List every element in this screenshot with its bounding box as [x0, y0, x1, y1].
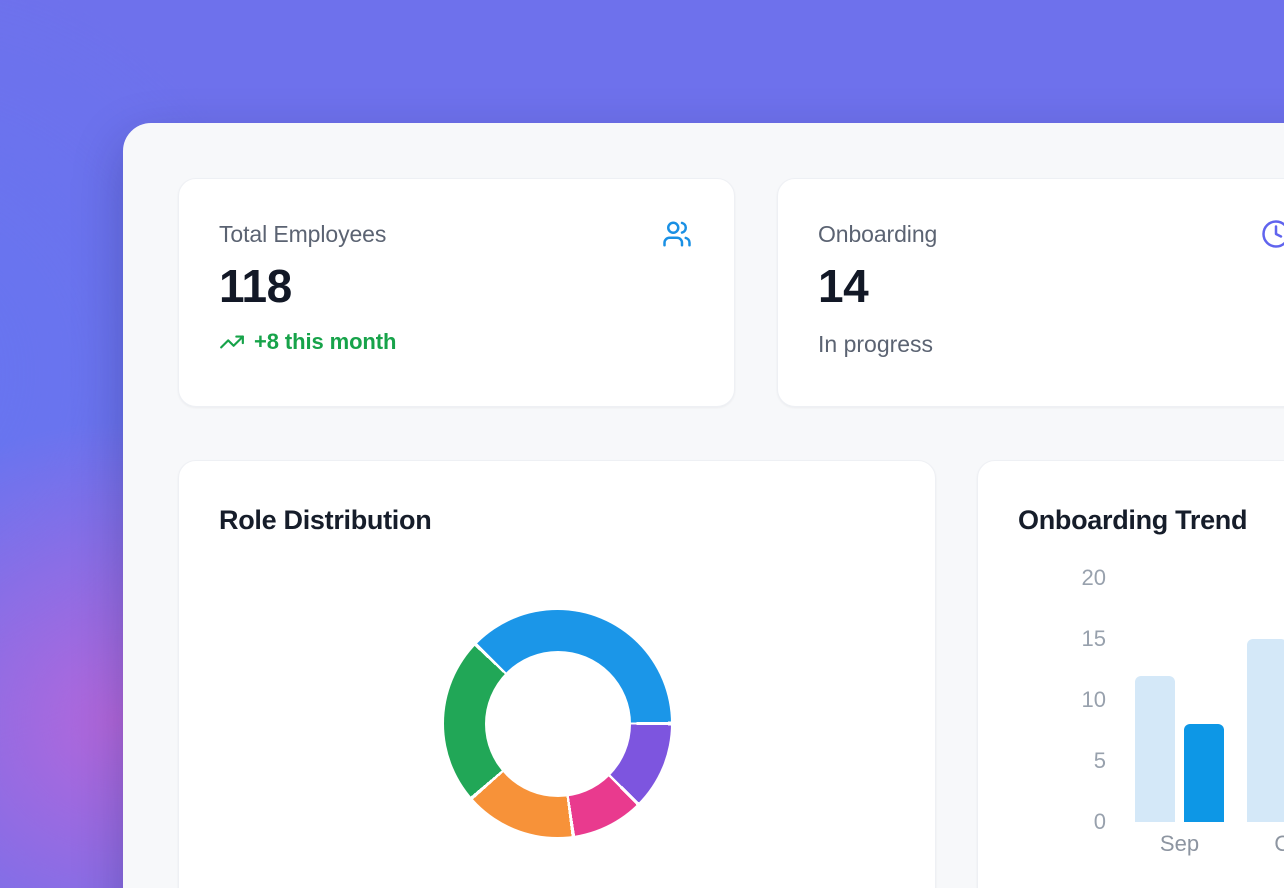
stat-card-header: Onboarding — [818, 219, 1284, 249]
main-panel: Total Employees 118 +8 this month — [123, 123, 1284, 888]
bar-series-dark-blue-sep — [1184, 724, 1224, 822]
onboarding-trend-bar-chart: 0 5 10 15 20 Sep Oct — [978, 461, 1284, 888]
y-axis-tick-label: 5 — [1093, 748, 1106, 773]
stat-card-onboarding: Onboarding 14 In progress — [777, 178, 1284, 407]
y-axis-tick-label: 0 — [1093, 809, 1106, 834]
stat-value: 118 — [219, 260, 292, 312]
users-icon — [662, 219, 692, 249]
onboarding-trend-card: Onboarding Trend 0 5 10 15 20 Sep Oct — [977, 460, 1284, 888]
clock-icon — [1261, 219, 1284, 249]
bar-series-light-blue-oct — [1247, 639, 1284, 822]
role-distribution-card: Role Distribution — [178, 460, 936, 888]
stat-card-header: Total Employees — [219, 221, 692, 249]
chart-title: Role Distribution — [219, 505, 432, 535]
stat-subtext: In progress — [818, 331, 934, 357]
stat-card-total-employees: Total Employees 118 +8 this month — [178, 178, 735, 407]
stat-label: Onboarding — [818, 221, 938, 247]
donut-hole — [484, 650, 631, 797]
trending-up-icon — [219, 329, 245, 355]
stat-delta: +8 this month — [219, 329, 692, 355]
role-distribution-donut-chart — [444, 610, 671, 837]
stat-label: Total Employees — [219, 221, 387, 247]
y-axis-tick-label: 10 — [1081, 687, 1106, 712]
bar-series-light-blue-sep — [1135, 676, 1175, 822]
x-axis-label: Oct — [1274, 831, 1284, 856]
y-axis-tick-label: 20 — [1081, 565, 1106, 590]
y-axis-tick-label: 15 — [1081, 626, 1106, 651]
x-axis-label: Sep — [1159, 831, 1200, 856]
stat-delta-text: +8 this month — [254, 329, 397, 354]
stat-value: 14 — [818, 260, 869, 312]
chart-title: Onboarding Trend — [1018, 505, 1248, 535]
